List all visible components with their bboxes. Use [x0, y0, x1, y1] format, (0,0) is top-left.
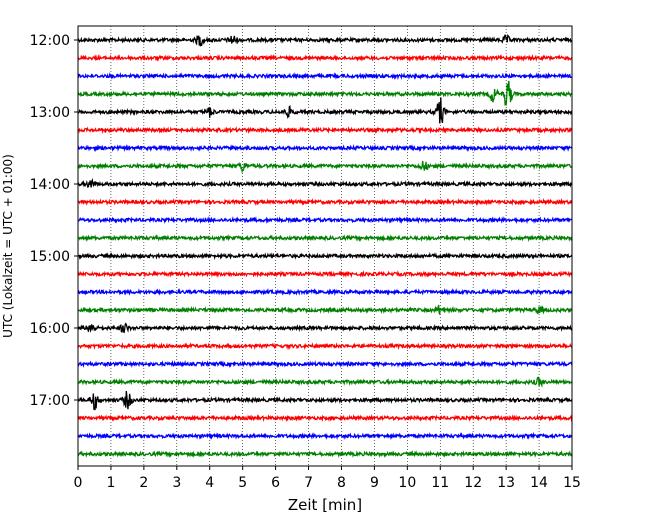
x-tick-label: 5: [238, 475, 247, 491]
y-axis-label: UTC (Lokalzeit = UTC + 01:00): [1, 154, 15, 338]
x-tick-label: 13: [497, 475, 515, 491]
x-tick-label: 1: [106, 475, 115, 491]
trace-line: [77, 251, 573, 261]
x-tick-label: 2: [139, 475, 148, 491]
trace-line: [77, 53, 573, 62]
trace-line: [77, 359, 573, 369]
x-tick-label: 4: [205, 475, 214, 491]
grid-lines: [110, 26, 540, 466]
trace-line: [77, 322, 573, 334]
trace-line: [77, 390, 573, 411]
trace-line: [77, 342, 573, 351]
trace-line: [77, 97, 573, 124]
x-tick-label: 14: [530, 475, 548, 491]
trace-line: [77, 287, 573, 297]
x-axis-ticks: 0 1 2 3 4 5 6 7 8 9 10 11 12 13 14 15: [74, 466, 581, 491]
trace-line: [77, 72, 573, 81]
trace-line: [77, 376, 573, 388]
x-tick-label: 15: [563, 475, 581, 491]
trace-line: [77, 215, 573, 225]
plot-frame: [77, 25, 573, 467]
x-tick-label: 3: [172, 475, 181, 491]
trace-line: [77, 80, 573, 107]
trace-line: [77, 125, 573, 135]
trace-line: [77, 33, 573, 47]
y-tick-label: 14:00: [30, 177, 70, 193]
y-axis-ticks: 12:00 13:00 14:00 15:00 16:00 17:00: [30, 33, 78, 409]
trace-line: [77, 233, 573, 243]
trace-line: [77, 177, 573, 189]
trace-line: [77, 197, 573, 206]
x-tick-label: 10: [398, 475, 416, 491]
trace-line: [77, 450, 573, 459]
y-tick-label: 13:00: [30, 105, 70, 121]
x-tick-label: 11: [431, 475, 449, 491]
trace-line: [77, 431, 573, 441]
trace-line: [77, 160, 573, 174]
y-tick-label: 12:00: [30, 33, 70, 49]
x-tick-label: 12: [464, 475, 482, 491]
x-tick-label: 7: [304, 475, 313, 491]
y-tick-label: 16:00: [30, 321, 70, 337]
trace-line: [77, 269, 573, 279]
x-axis-label: Zeit [min]: [288, 496, 362, 514]
trace-line: [77, 413, 573, 422]
trace-line: [77, 304, 573, 315]
x-tick-label: 6: [271, 475, 280, 491]
x-tick-label: 9: [370, 475, 379, 491]
x-tick-label: 0: [74, 475, 83, 491]
x-tick-label: 8: [337, 475, 346, 491]
trace-line: [77, 143, 573, 153]
y-tick-label: 15:00: [30, 249, 70, 265]
seismic-traces: [77, 33, 573, 459]
y-tick-label: 17:00: [30, 393, 70, 409]
